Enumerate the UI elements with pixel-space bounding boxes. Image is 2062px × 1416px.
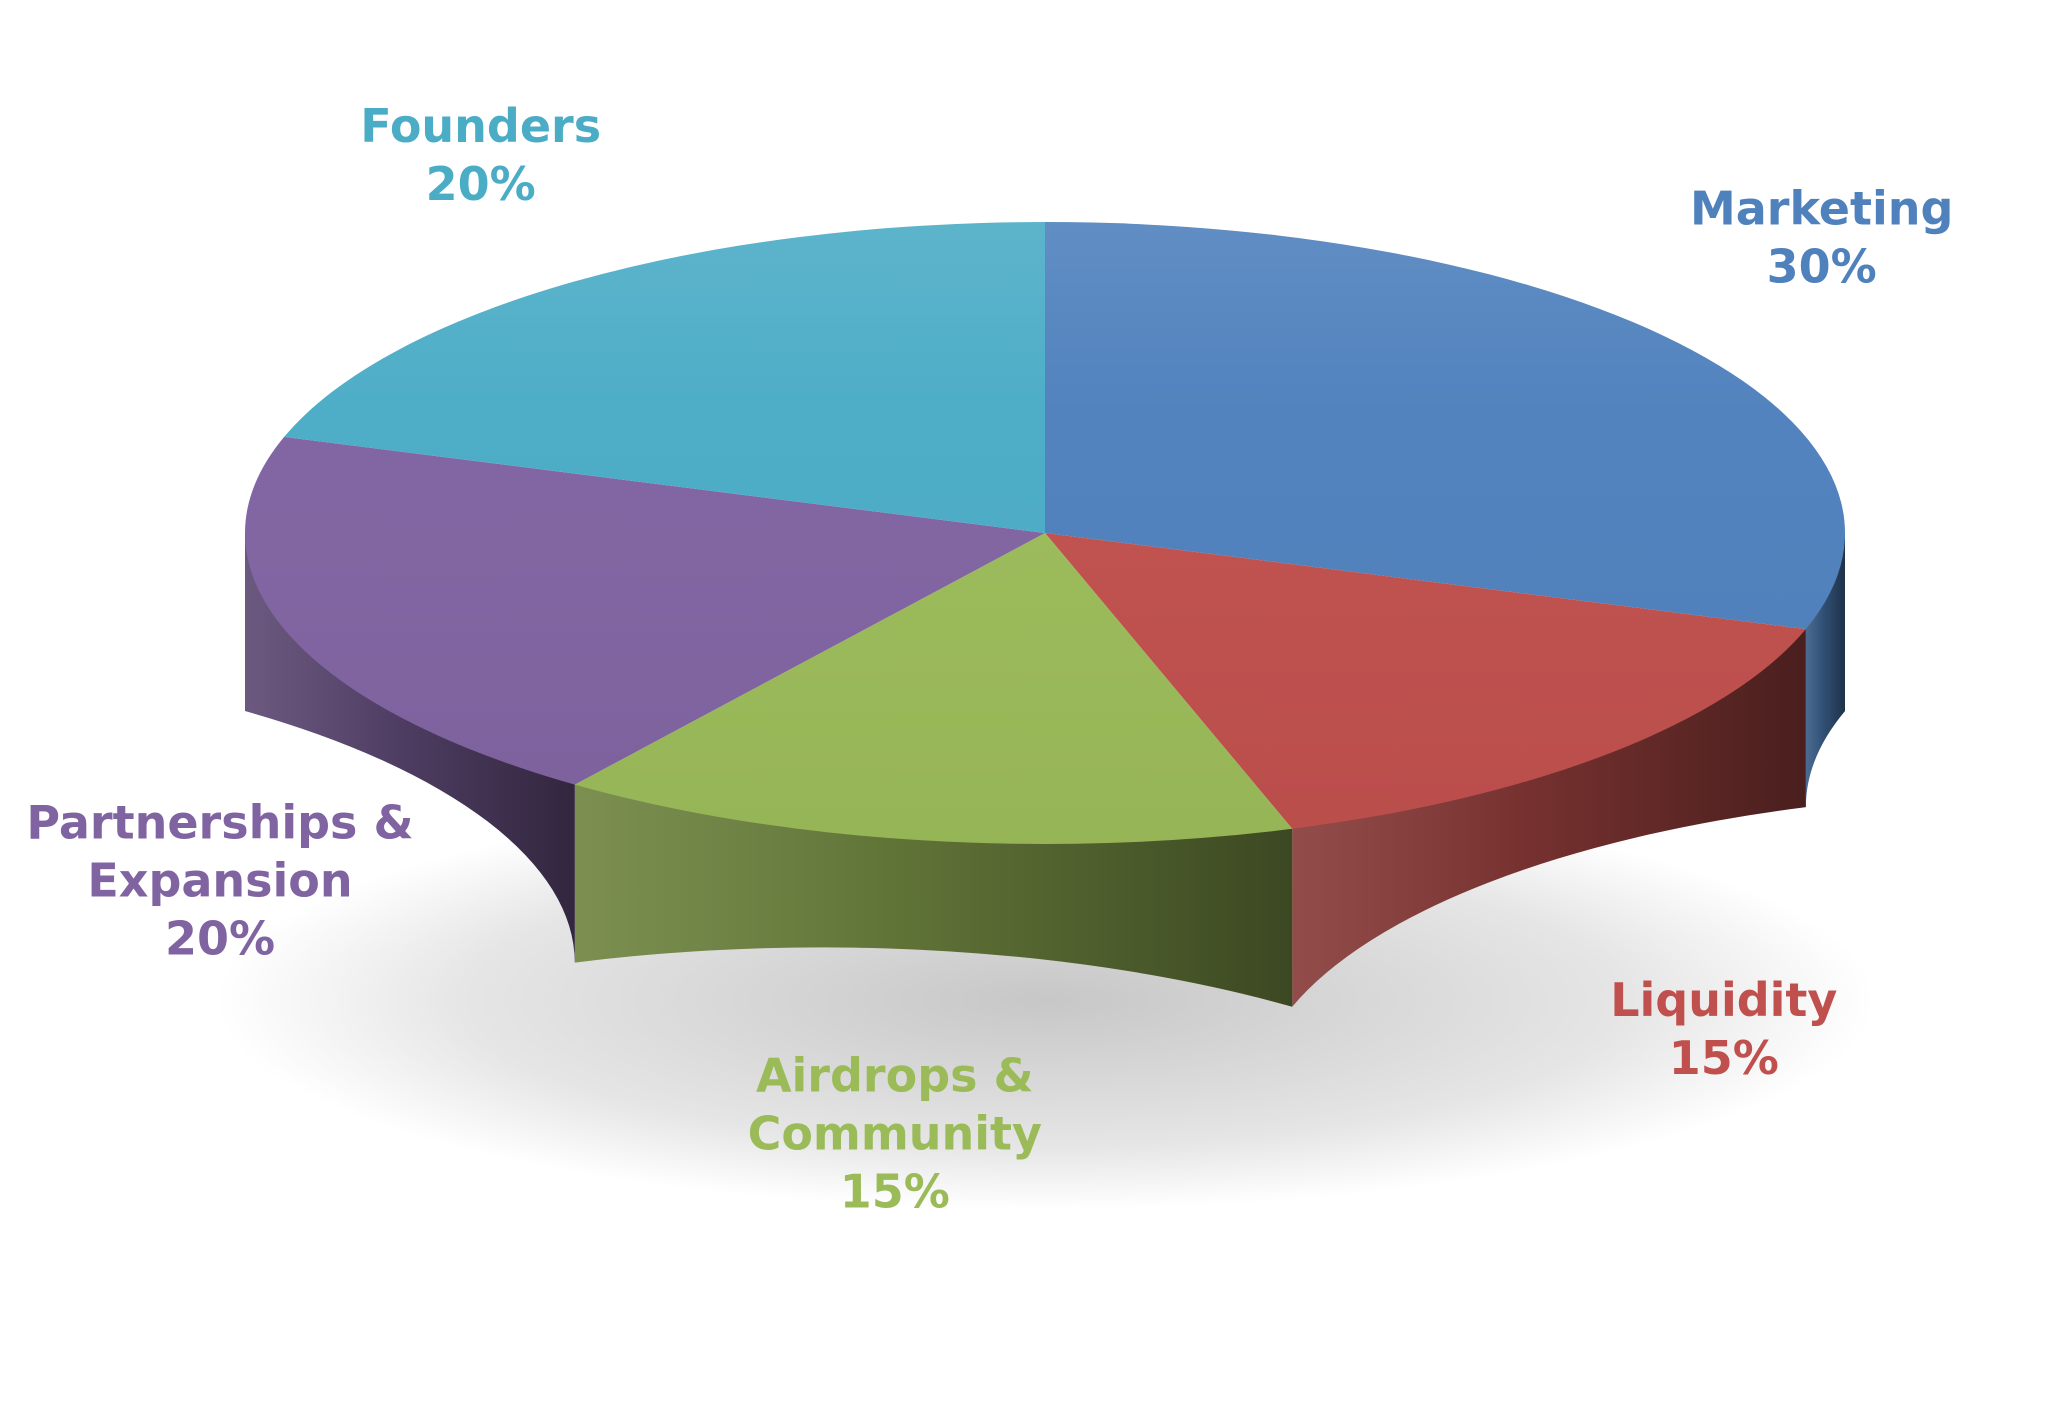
- data-label-founders: Founders: [360, 99, 601, 153]
- data-label-partnerships-and-expansion: Partnerships &: [26, 795, 413, 849]
- slice-side-shading-liquidity: [1292, 629, 1806, 1007]
- data-label-value-partnerships-and-expansion: 20%: [165, 911, 275, 965]
- data-label-airdrops-and-community: Airdrops &: [756, 1049, 1034, 1103]
- data-label-marketing: Marketing: [1690, 182, 1954, 236]
- data-label-value-founders: 20%: [426, 157, 536, 211]
- pie-top-highlight: [245, 222, 1845, 844]
- data-label-partnerships-and-expansion: Expansion: [87, 853, 352, 907]
- pie-top-faces: [245, 222, 1845, 844]
- data-label-value-airdrops-and-community: 15%: [840, 1165, 950, 1219]
- data-label-value-marketing: 30%: [1767, 240, 1877, 294]
- data-label-value-liquidity: 15%: [1669, 1031, 1779, 1085]
- data-label-airdrops-and-community: Community: [748, 1107, 1042, 1161]
- data-label-liquidity: Liquidity: [1610, 973, 1837, 1027]
